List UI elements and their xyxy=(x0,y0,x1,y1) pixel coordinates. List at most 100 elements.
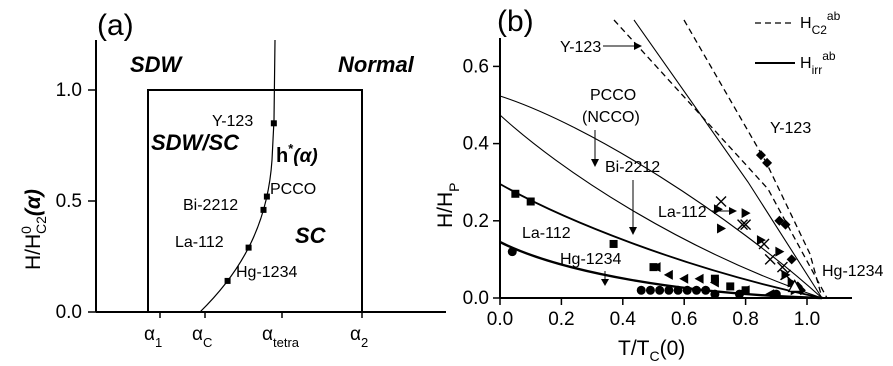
panel-b-marker-open-triangle-3-0 xyxy=(787,279,802,293)
alpha-tetra-sub: tetra xyxy=(273,335,300,350)
panel-b-marker-circle-6-3 xyxy=(655,285,665,295)
panel-b-marker-circle-6-2 xyxy=(645,285,655,295)
panel-b-marker-cross-0-1 xyxy=(737,219,749,231)
ann-la112-right-arrowhead xyxy=(729,207,737,215)
legend-hirr-sub: irr xyxy=(812,63,823,77)
legend-hirr-label: Hirrab xyxy=(800,49,836,77)
panel-b-marker-right-triangle-2-2 xyxy=(741,208,751,219)
panel-b-curves xyxy=(499,19,828,300)
panel-a-xtick-label-2: αtetra xyxy=(262,324,300,350)
panel-a-label-y123: Y-123 xyxy=(212,113,253,130)
panel-b-x-axis-label: T/TC(0) xyxy=(618,337,685,364)
panel-b-marker-square-5-2 xyxy=(609,239,618,248)
panel-b-xlabel-paren: (0) xyxy=(660,337,686,360)
panel-b-marker-right-triangle-2-1 xyxy=(717,223,727,234)
ann-y123-right: Y-123 xyxy=(770,120,811,137)
panel-b-marker-diamond-1-4 xyxy=(786,254,797,265)
region-sdw-sc: SDW/SC xyxy=(151,130,240,155)
hirr-curve-bi2212 xyxy=(499,114,823,299)
panel-b-ytick-label-0: 0.0 xyxy=(463,288,489,309)
panel-a: (a) 0.0 0.5 1.0 α1 αC αtetra α2 H/H0C2(α… xyxy=(18,9,446,350)
h-star-sup: * xyxy=(288,141,294,156)
panel-b-marker-diamond-1-3 xyxy=(780,219,791,230)
panel-a-ytick-label-0: 0.0 xyxy=(56,302,82,323)
legend-hc2-sub: C2 xyxy=(812,23,828,37)
alpha-2-sub: 2 xyxy=(361,335,368,350)
hirr-curve-hg1234 xyxy=(499,240,823,300)
ann-pcco-arrowhead xyxy=(591,159,599,167)
panel-b-marker-right-triangle-2-6 xyxy=(787,277,797,288)
h-star-paren: (α) xyxy=(293,146,317,167)
ann-ncco: (NCCO) xyxy=(582,109,640,126)
panel-b-marker-circle-6-1 xyxy=(636,285,646,295)
panel-b-ylabel-main: H/H xyxy=(434,192,457,228)
panel-b-ytick-label-1: 0.2 xyxy=(463,211,489,232)
panel-b-marker-square-5-3 xyxy=(649,263,658,272)
panel-b-xtick-label-4: 0.8 xyxy=(732,309,758,330)
panel-b-y-axis-label: H/HP xyxy=(434,182,462,228)
panel-a-markers xyxy=(224,120,277,284)
panel-a-point-4 xyxy=(224,277,231,284)
panel-b-marker-circle-6-7 xyxy=(691,285,701,295)
panel-b-marker-diamond-1-2 xyxy=(774,215,785,226)
panel-b-marker-square-5-1 xyxy=(526,197,535,206)
alpha-tetra-main: α xyxy=(262,324,273,345)
panel-b-marker-square-5-0 xyxy=(511,189,520,198)
panel-b-marker-right-triangle-2-4 xyxy=(775,246,785,257)
panel-b-legend: HC2ab Hirrab xyxy=(755,9,841,77)
panel-a-ytick-label-2: 1.0 xyxy=(56,80,82,101)
panel-a-xtick-label-3: α2 xyxy=(350,324,368,350)
panel-b-xlabel-sub: C xyxy=(650,348,660,364)
panel-a-ylabel-paren: (α) xyxy=(22,189,45,216)
panel-b-marker-right-triangle-2-5 xyxy=(781,269,791,280)
panel-b-xlabel-main: T/T xyxy=(618,337,650,360)
panel-a-label: (a) xyxy=(97,9,134,42)
ann-y123-left: Y-123 xyxy=(560,39,601,56)
panel-a-h-star-curve xyxy=(199,39,276,313)
panel-a-ytick-label-1: 0.5 xyxy=(56,191,82,212)
panel-b-markers xyxy=(507,150,806,300)
panel-b-marker-diamond-1-0 xyxy=(755,150,766,161)
ann-la112-left: La-112 xyxy=(522,225,571,242)
h-star-main: h xyxy=(276,145,288,167)
panel-a-label-la112: La-112 xyxy=(175,234,224,251)
region-sdw: SDW xyxy=(130,52,184,77)
panel-b-marker-cross-0-4 xyxy=(764,253,776,265)
panel-b-marker-right-triangle-2-0 xyxy=(713,204,723,215)
panel-b-marker-circle-6-10 xyxy=(734,289,744,299)
panel-a-ylabel-main: H/H xyxy=(22,234,45,270)
panel-b-xtick-label-1: 0.2 xyxy=(548,309,574,330)
panel-b-ticks: 0.0 0.2 0.4 0.6 0.8 1.0 0.0 0.2 0.4 0.6 xyxy=(463,56,821,330)
alpha-1-main: α xyxy=(144,324,155,345)
panel-a-ylabel-sup: 0 xyxy=(18,226,34,234)
panel-a-label-hg1234: Hg-1234 xyxy=(236,264,297,281)
hirr-curve-pcco xyxy=(499,95,823,299)
ann-y123-arrowhead xyxy=(634,42,642,50)
hc2-line-y123-left xyxy=(613,19,828,299)
panel-b-marker-cross-0-2 xyxy=(740,219,752,231)
panel-b-marker-left-triangle-4-3 xyxy=(694,273,704,284)
panel-a-point-0 xyxy=(270,120,277,127)
panel-a-y-ticks: 0.0 0.5 1.0 xyxy=(56,80,96,323)
ann-pcco: PCCO xyxy=(590,87,636,104)
panel-b-marker-cross-0-0 xyxy=(715,196,727,207)
panel-b-marker-right-triangle-2-3 xyxy=(756,235,766,246)
hc2-line-y123-right xyxy=(683,19,823,299)
hirr-curve-y123 xyxy=(633,19,823,299)
panel-b-marker-left-triangle-4-6 xyxy=(765,289,775,300)
panel-b-marker-circle-6-8 xyxy=(701,285,711,295)
panel-b-label: (b) xyxy=(497,5,534,38)
panel-b-marker-left-triangle-4-1 xyxy=(663,269,673,280)
panel-b-marker-circle-6-0 xyxy=(507,247,517,257)
legend-hc2-main: H xyxy=(800,15,812,32)
panel-a-x-ticks: α1 αC αtetra α2 xyxy=(144,312,368,350)
panel-a-y-axis-label: H/H0C2(α) xyxy=(18,189,49,270)
h-star-label: h*(α) xyxy=(276,141,318,167)
panel-a-label-bi2212: Bi-2212 xyxy=(183,197,238,214)
ann-bi2212-arrowhead xyxy=(629,227,637,235)
panel-a-xtick-label-0: α1 xyxy=(144,324,162,350)
panel-b-marker-circle-6-9 xyxy=(710,289,720,299)
panel-b-xtick-label-3: 0.6 xyxy=(671,309,697,330)
legend-hc2-sup: ab xyxy=(827,9,841,23)
panel-b-marker-circle-6-11 xyxy=(771,289,781,299)
